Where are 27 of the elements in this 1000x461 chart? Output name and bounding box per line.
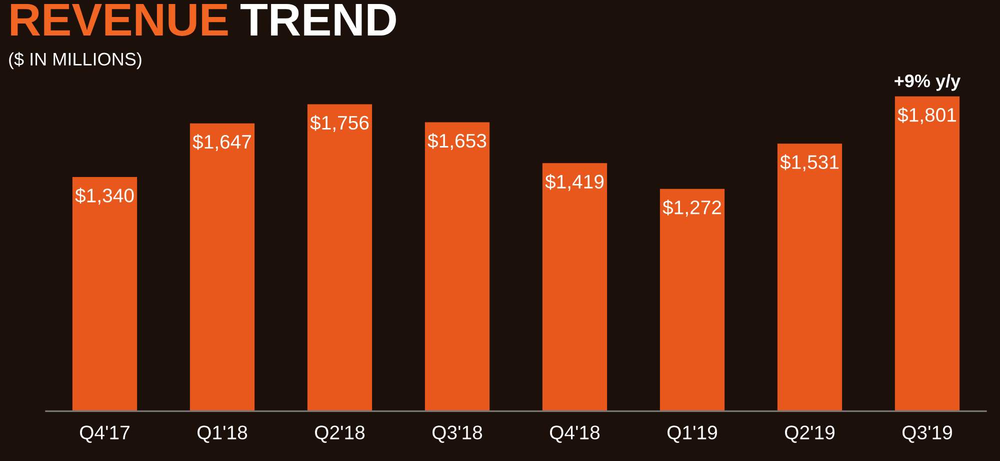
bar	[307, 104, 372, 412]
x-tick-label: Q2'19	[785, 426, 834, 443]
annotation: +9% y/y	[894, 74, 961, 91]
x-tick-label: Q2'18	[315, 426, 365, 443]
chart-title: REVENUE TREND	[11, 4, 396, 36]
x-tick-label: Q1'19	[668, 426, 717, 443]
bar	[424, 122, 490, 412]
x-tick-label: Q3'18	[432, 426, 482, 443]
data-label: $1,272	[662, 200, 722, 217]
x-tick-label: Q1'18	[198, 426, 248, 443]
x-tick-label: Q4'17	[80, 426, 130, 443]
chart-subtitle: ($ IN MILLIONS)	[9, 52, 142, 70]
data-label: $1,419	[545, 174, 604, 191]
data-label: $1,801	[898, 107, 956, 124]
data-label: $1,756	[310, 115, 369, 132]
bar	[660, 188, 725, 412]
data-label: $1,531	[780, 154, 839, 172]
data-label: $1,647	[192, 134, 252, 152]
bar	[542, 163, 608, 412]
bar	[894, 96, 960, 412]
bar	[72, 176, 138, 412]
data-label: $1,340	[75, 188, 134, 205]
x-tick-label: Q4'18	[550, 426, 600, 443]
bar	[190, 123, 255, 412]
data-label: $1,653	[428, 133, 486, 150]
x-tick-label: Q3'19	[902, 426, 952, 443]
bar	[777, 144, 842, 412]
